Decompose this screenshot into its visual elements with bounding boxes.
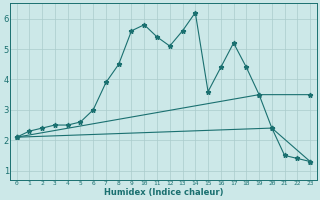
X-axis label: Humidex (Indice chaleur): Humidex (Indice chaleur) bbox=[104, 188, 223, 197]
